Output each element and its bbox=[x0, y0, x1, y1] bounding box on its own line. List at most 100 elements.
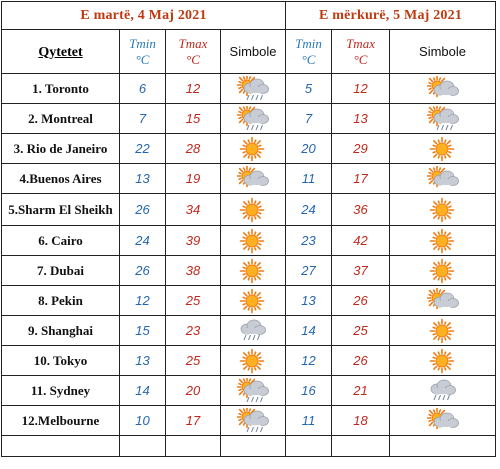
sun-cloud-icon bbox=[426, 165, 459, 187]
table-row: 5.Sharm El Sheikh 26 34 24 36 bbox=[1, 193, 497, 226]
day2-tmax-value: 37 bbox=[331, 255, 391, 286]
sun-cloud-icon bbox=[426, 287, 459, 309]
day1-weather-symbol bbox=[219, 163, 287, 194]
tmin-label: Tmin bbox=[295, 35, 322, 51]
empty-cell bbox=[285, 435, 333, 457]
day1-weather-symbol bbox=[219, 405, 287, 436]
day2-symbols-header: Simbole bbox=[389, 29, 497, 74]
sun-cloud-rain-icon bbox=[237, 377, 269, 402]
city-name: 10. Tokyo bbox=[1, 345, 120, 376]
day2-tmax-value: 17 bbox=[331, 163, 391, 194]
day2-tmax-value: 29 bbox=[331, 133, 391, 164]
day1-tmin-value: 12 bbox=[119, 285, 166, 316]
day2-tmin-value: 11 bbox=[285, 405, 333, 436]
day1-tmax-value: 17 bbox=[165, 405, 221, 436]
tmax-label: Tmax bbox=[346, 35, 375, 51]
empty-cell bbox=[1, 435, 120, 457]
day1-tmin-value: 6 bbox=[119, 73, 166, 104]
day2-tmin-value: 12 bbox=[285, 345, 333, 376]
day2-weather-symbol bbox=[389, 225, 497, 256]
empty-row bbox=[1, 435, 497, 457]
day1-tmin-value: 7 bbox=[119, 103, 166, 134]
day2-tmax-value: 13 bbox=[331, 103, 391, 134]
day1-tmin-value: 24 bbox=[119, 225, 166, 256]
day2-tmin-value: 7 bbox=[285, 103, 333, 134]
day1-tmax-value: 28 bbox=[165, 133, 221, 164]
day2-tmin-value: 14 bbox=[285, 315, 333, 346]
day1-tmax-value: 20 bbox=[165, 375, 221, 406]
sun-cloud-rain-icon bbox=[426, 105, 459, 130]
day1-weather-symbol bbox=[219, 193, 287, 226]
city-name: 7. Dubai bbox=[1, 255, 120, 286]
unit-label: °C bbox=[186, 51, 200, 67]
sun-cloud-icon bbox=[426, 75, 459, 97]
day1-tmax-value: 38 bbox=[165, 255, 221, 286]
table-row: 1. Toronto 6 12 5 12 bbox=[1, 73, 497, 104]
tmin-label: Tmin bbox=[129, 35, 156, 51]
day2-weather-symbol bbox=[389, 375, 497, 406]
day2-tmin-value: 27 bbox=[285, 255, 333, 286]
sun-icon bbox=[239, 136, 265, 161]
day1-weather-symbol bbox=[219, 103, 287, 134]
city-name: 2. Montreal bbox=[1, 103, 120, 134]
day1-tmin-value: 14 bbox=[119, 375, 166, 406]
day2-tmin-value: 24 bbox=[285, 193, 333, 226]
day1-tmin-value: 13 bbox=[119, 163, 166, 194]
sun-icon bbox=[429, 228, 454, 253]
city-name: 4.Buenos Aires bbox=[1, 163, 120, 194]
table-row: 3. Rio de Janeiro 22 28 20 29 bbox=[1, 133, 497, 164]
table-row: 10. Tokyo 13 25 12 26 bbox=[1, 345, 497, 376]
sun-cloud-icon bbox=[426, 407, 459, 429]
day2-weather-symbol bbox=[389, 73, 497, 104]
day1-tmax-value: 23 bbox=[165, 315, 221, 346]
unit-label: °C bbox=[301, 51, 316, 67]
day2-tmin-value: 20 bbox=[285, 133, 333, 164]
city-name: 5.Sharm El Sheikh bbox=[1, 193, 120, 226]
day2-weather-symbol bbox=[389, 133, 497, 164]
day2-tmax-header: Tmax °C bbox=[331, 29, 391, 74]
day1-tmax-value: 19 bbox=[165, 163, 221, 194]
day2-tmax-value: 36 bbox=[331, 193, 391, 226]
day2-weather-symbol bbox=[389, 285, 497, 316]
day1-weather-symbol bbox=[219, 345, 287, 376]
city-name: 1. Toronto bbox=[1, 73, 120, 104]
day2-tmax-value: 12 bbox=[331, 73, 391, 104]
sun-icon bbox=[429, 136, 454, 161]
empty-cell bbox=[119, 435, 166, 457]
sun-cloud-rain-icon bbox=[237, 105, 269, 130]
table-row: 11. Sydney 14 20 16 21 bbox=[1, 375, 497, 406]
day2-weather-symbol bbox=[389, 103, 497, 134]
day2-tmax-value: 26 bbox=[331, 285, 391, 316]
empty-cell bbox=[389, 435, 497, 457]
day1-weather-symbol bbox=[219, 315, 287, 346]
day2-tmin-value: 5 bbox=[285, 73, 333, 104]
day1-weather-symbol bbox=[219, 133, 287, 164]
city-column-label: Qytetet bbox=[38, 44, 83, 60]
day2-weather-symbol bbox=[389, 345, 497, 376]
city-name: 6. Cairo bbox=[1, 225, 120, 256]
day1-tmax-value: 15 bbox=[165, 103, 221, 134]
day1-tmin-value: 10 bbox=[119, 405, 166, 436]
day2-tmin-value: 23 bbox=[285, 225, 333, 256]
table-row: 12.Melbourne 10 17 11 18 bbox=[1, 405, 497, 436]
sun-icon bbox=[429, 258, 454, 283]
table-row: 4.Buenos Aires 13 19 11 17 bbox=[1, 163, 497, 194]
day1-tmin-value: 26 bbox=[119, 193, 166, 226]
day1-tmax-value: 25 bbox=[165, 285, 221, 316]
table-row: 7. Dubai 26 38 27 37 bbox=[1, 255, 497, 286]
sun-icon bbox=[429, 348, 454, 373]
sun-cloud-rain-icon bbox=[237, 75, 269, 100]
sun-icon bbox=[429, 318, 454, 343]
unit-label: °C bbox=[135, 51, 150, 67]
day2-tmax-value: 42 bbox=[331, 225, 391, 256]
unit-label: °C bbox=[353, 51, 368, 67]
sun-icon bbox=[239, 228, 265, 253]
day1-symbols-header: Simbole bbox=[219, 29, 287, 74]
empty-cell bbox=[165, 435, 221, 457]
day2-date-header: E mërkurë, 5 Maj 2021 bbox=[285, 1, 497, 30]
sun-cloud-rain-icon bbox=[237, 407, 269, 432]
day2-tmax-value: 21 bbox=[331, 375, 391, 406]
empty-cell bbox=[219, 435, 287, 457]
sun-icon bbox=[429, 197, 454, 222]
day1-tmin-value: 22 bbox=[119, 133, 166, 164]
